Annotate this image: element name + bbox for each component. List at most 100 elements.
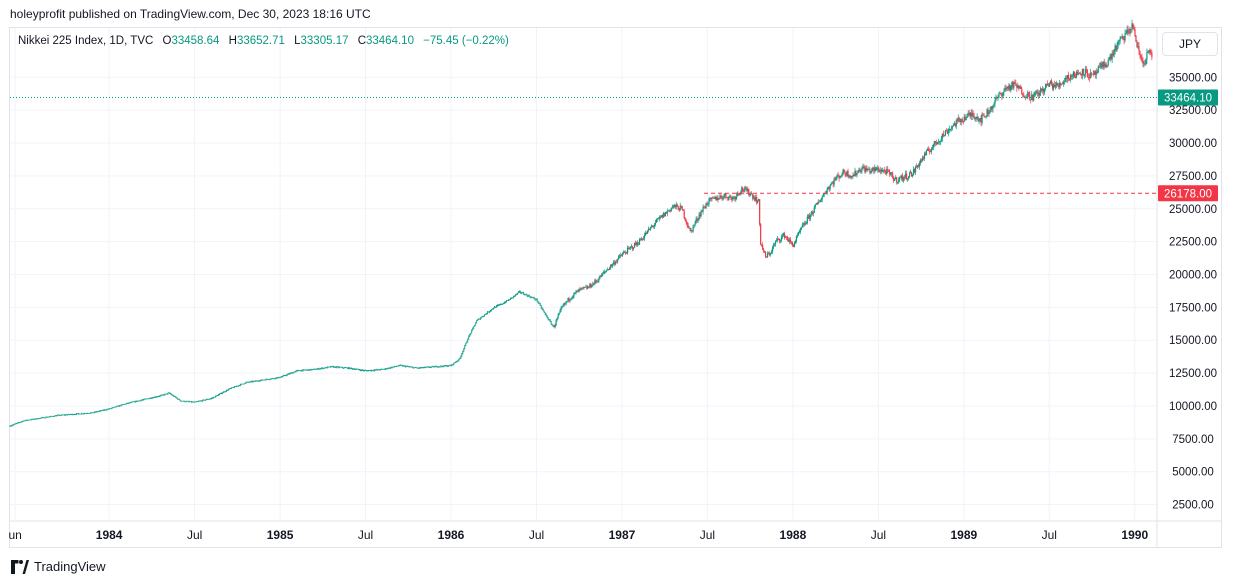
price-candle <box>1042 89 1044 91</box>
price-candle <box>705 203 707 208</box>
price-candle <box>1071 75 1074 77</box>
price-candle <box>828 187 830 190</box>
price-candle <box>916 165 919 168</box>
x-tick-label: 1985 <box>267 528 294 542</box>
price-candle <box>757 201 759 203</box>
price-candle <box>1010 86 1012 91</box>
price-candle <box>830 183 832 186</box>
price-candle <box>704 207 706 209</box>
price-candle <box>887 169 889 170</box>
price-candle <box>1095 71 1097 75</box>
price-candle <box>1089 72 1091 78</box>
price-candle <box>716 197 718 201</box>
price-candle <box>880 169 882 172</box>
price-candle <box>942 133 944 136</box>
price-candle <box>737 192 739 194</box>
price-candle <box>1016 85 1018 88</box>
price-candle <box>1121 35 1123 37</box>
price-candle <box>623 252 625 254</box>
price-candle <box>1107 60 1109 66</box>
price-candle <box>788 239 791 242</box>
price-candle <box>576 290 578 292</box>
price-candle <box>572 296 574 298</box>
price-candle <box>1135 35 1137 42</box>
price-candle <box>571 297 573 299</box>
price-candle <box>1151 52 1153 58</box>
price-candle <box>566 301 568 303</box>
price-candle <box>703 207 705 208</box>
price-candle <box>860 171 862 172</box>
price-candle <box>841 175 843 176</box>
price-candle <box>578 288 580 292</box>
price-candle <box>1058 83 1061 87</box>
tradingview-brand[interactable]: TradingView <box>10 559 106 574</box>
price-candle <box>815 203 817 205</box>
price-candle <box>1118 40 1120 42</box>
price-candle <box>883 169 885 171</box>
price-candle <box>560 307 562 311</box>
price-candle <box>820 199 822 202</box>
price-candle <box>768 253 771 255</box>
symbol-name: Nikkei 225 Index, 1D, TVC <box>18 35 154 47</box>
price-candle <box>851 175 853 177</box>
price-candle <box>1106 65 1108 67</box>
price-candle <box>790 241 793 243</box>
price-candle <box>673 204 675 206</box>
price-candle <box>728 196 730 200</box>
price-candle <box>629 246 632 248</box>
price-candle <box>1012 82 1014 88</box>
price-candle <box>582 287 584 289</box>
price-candle <box>960 119 962 122</box>
price-candle <box>579 288 581 290</box>
price-candle <box>1105 64 1107 67</box>
price-candle <box>621 255 623 257</box>
price-candle <box>1027 92 1029 98</box>
price-candle <box>1094 71 1096 75</box>
price-candle <box>1091 73 1093 75</box>
price-candle <box>998 93 1000 98</box>
open-label: O <box>162 35 172 47</box>
price-candle <box>1048 85 1050 87</box>
price-candle <box>769 253 772 255</box>
price-candle <box>720 195 722 197</box>
price-candle <box>1104 64 1106 67</box>
price-candle <box>1011 82 1013 87</box>
price-candle <box>1044 88 1046 93</box>
price-candle <box>934 140 937 143</box>
price-candle <box>641 238 644 240</box>
price-candle <box>832 182 834 185</box>
y-tick-label: 12500.00 <box>1169 368 1217 380</box>
price-candle <box>954 123 956 127</box>
price-candle <box>776 238 779 240</box>
price-candle <box>767 253 769 258</box>
reference-level-label: 26178.00 <box>1164 188 1212 200</box>
y-tick-label: 27500.00 <box>1169 171 1217 183</box>
price-candle <box>724 193 726 196</box>
price-candle <box>693 225 695 226</box>
price-candle <box>859 169 861 172</box>
price-candle <box>961 119 963 122</box>
price-candle <box>689 227 691 231</box>
price-candle <box>1088 77 1090 78</box>
price-candle <box>781 235 784 237</box>
price-candle <box>725 193 727 198</box>
price-candle <box>782 233 785 236</box>
price-candle <box>888 169 890 172</box>
price-candle <box>937 141 939 143</box>
price-candle <box>627 247 630 249</box>
price-candle <box>709 198 711 199</box>
price-candle <box>676 204 678 207</box>
price-candle <box>813 207 815 213</box>
price-candle <box>558 312 560 316</box>
change-value: −75.45 (−0.22%) <box>423 35 509 47</box>
price-candle <box>647 228 650 231</box>
price-candle <box>931 147 934 150</box>
price-candle <box>879 171 881 173</box>
price-candle <box>1146 52 1148 60</box>
price-candle <box>567 298 569 302</box>
price-candle <box>591 286 593 288</box>
price-candle <box>739 193 741 195</box>
price-candle <box>1123 38 1125 41</box>
currency-button[interactable]: JPY <box>1162 32 1218 56</box>
